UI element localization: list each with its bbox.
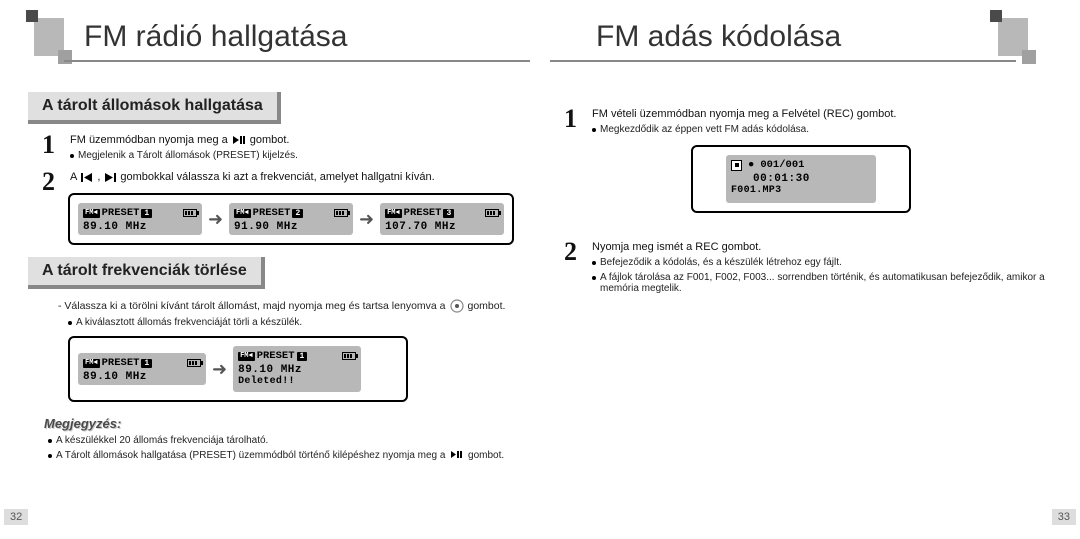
step-1: 1 FM üzemmódban nyomja meg a gombot. Meg…: [44, 134, 530, 161]
step-2: 2 Nyomja meg ismét a REC gombot. Befejez…: [566, 241, 1052, 294]
nav-button-icon: [450, 299, 464, 313]
step-number: 2: [42, 167, 55, 197]
note-header: Megjegyzés:: [44, 416, 530, 431]
lcd-preset-row: FM◄PRESET 1 89.10 MHz ➜ FM◄PRESET 2 91.9…: [68, 193, 514, 245]
title-bar: FM adás kódolása: [550, 12, 1052, 74]
bullet-text: A fájlok tárolása az F001, F002, F003...…: [600, 272, 1052, 294]
page-number: 32: [4, 509, 28, 525]
step-text: A: [70, 171, 77, 183]
step-number: 1: [564, 104, 577, 134]
arrow-icon: ➜: [208, 209, 223, 230]
page-number: 33: [1052, 509, 1076, 525]
lcd-recording-display: ● 001/001 00:01:30 F001.MP3: [726, 155, 876, 203]
lcd-display-deleted: FM◄PRESET 1 89.10 MHz Deleted!!: [233, 346, 361, 392]
step-text: gombokkal válassza ki azt a frekvenciát,…: [120, 171, 434, 183]
bullet-text: Megkezdődik az éppen vett FM adás kódolá…: [600, 124, 809, 135]
step-number: 1: [42, 130, 55, 160]
bullet-text: Megjelenik a Tárolt állomások (PRESET) k…: [78, 150, 298, 161]
dash-text: - Válassza ki a törölni kívánt tárolt ál…: [58, 300, 446, 312]
next-track-icon: [104, 173, 116, 182]
lcd-display: FM◄PRESET 2 91.90 MHz: [229, 203, 353, 235]
step-text: FM vételi üzemmódban nyomja meg a Felvét…: [592, 108, 896, 120]
arrow-icon: ➜: [212, 359, 227, 380]
note-text: A készülékkel 20 állomás frekvenciája tá…: [56, 435, 268, 446]
page-title: FM rádió hallgatása: [84, 20, 347, 54]
step-text: gombot.: [250, 134, 290, 146]
page-title: FM adás kódolása: [596, 20, 841, 54]
section-title: A tárolt állomások hallgatása: [42, 97, 263, 114]
dash-text: gombot.: [468, 300, 506, 312]
play-pause-icon: [450, 450, 463, 459]
lcd-delete-row: FM◄PRESET 1 89.10 MHz ➜ FM◄PRESET 1 89.1…: [68, 336, 408, 402]
bullet-text: A kiválasztott állomás frekvenciáját tör…: [76, 317, 302, 328]
step-text: Nyomja meg ismét a REC gombot.: [592, 241, 761, 253]
lcd-display: FM◄PRESET 3 107.70 MHz: [380, 203, 504, 235]
step-1: 1 FM vételi üzemmódban nyomja meg a Felv…: [566, 108, 1052, 135]
section-header-1: A tárolt állomások hallgatása: [28, 92, 530, 124]
lcd-recording-frame: ● 001/001 00:01:30 F001.MP3: [691, 145, 911, 213]
title-underline: [550, 60, 1016, 62]
step-text: FM üzemmódban nyomja meg a: [70, 134, 228, 146]
bullet-text: Befejeződik a kódolás, és a készülék lét…: [600, 257, 842, 268]
section-title: A tárolt frekvenciák törlése: [42, 262, 247, 279]
section-header-2: A tárolt frekvenciák törlése: [28, 257, 530, 289]
lcd-display: FM◄PRESET 1 89.10 MHz: [78, 203, 202, 235]
step-number: 2: [564, 237, 577, 267]
play-pause-icon: [232, 135, 246, 145]
title-decoration: [992, 12, 1052, 62]
page-33: FM adás kódolása 1 FM vételi üzemmódban …: [540, 0, 1080, 539]
step-2: 2 A , gombokkal válassza ki azt a frekve…: [44, 171, 530, 183]
title-underline: [64, 60, 530, 62]
arrow-icon: ➜: [359, 209, 374, 230]
title-decoration: [28, 12, 88, 62]
prev-track-icon: [81, 173, 93, 182]
record-icon: [731, 160, 742, 171]
page-32: FM rádió hallgatása A tárolt állomások h…: [0, 0, 540, 539]
lcd-display: FM◄PRESET 1 89.10 MHz: [78, 353, 206, 385]
title-bar: FM rádió hallgatása: [28, 12, 530, 74]
note-text: A Tárolt állomások hallgatása (PRESET) ü…: [56, 450, 504, 461]
